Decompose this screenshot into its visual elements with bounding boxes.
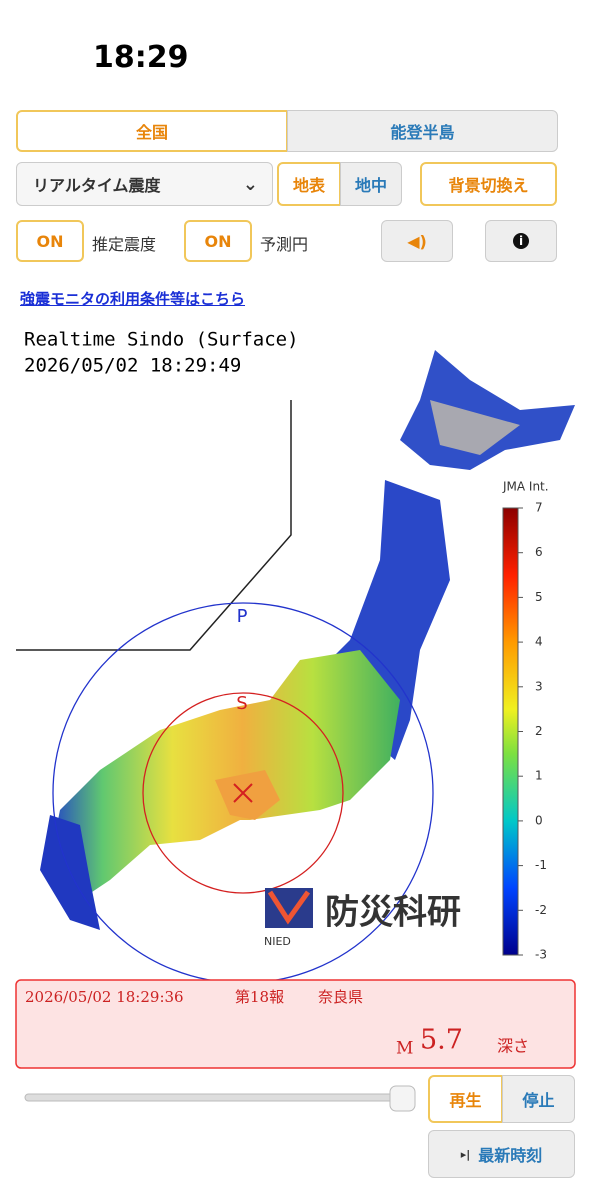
scale-tick-label: 5 [535, 590, 543, 604]
scale-tick-label: 0 [535, 813, 543, 827]
map-timestamp: 2026/05/02 18:29:49 [24, 355, 241, 377]
epicenter [233, 783, 253, 803]
tab[interactable]: 全国 [16, 110, 288, 152]
report-number: 第18報 [235, 988, 284, 1006]
tab[interactable]: 能登半島 [287, 110, 558, 152]
select[interactable]: リアルタイム震度 ⌄ [16, 162, 273, 206]
kyushu [40, 815, 100, 930]
play-button[interactable]: 再生 [428, 1075, 503, 1123]
scale-tick-label: -3 [535, 948, 547, 962]
toggle-label: 推定震度 [92, 235, 157, 254]
chevron: ⌄ [242, 173, 258, 195]
scale-tick-label: 2 [535, 724, 543, 738]
tohoku [300, 480, 450, 760]
honshu [50, 650, 400, 900]
latest-text: 最新時刻 [478, 1146, 543, 1165]
epicenter-area [215, 770, 280, 820]
p-label: P [237, 606, 248, 627]
logo-text: 防災科研 [325, 893, 461, 933]
terms-link[interactable]: 強震モニタの利用条件等はこちら [20, 290, 246, 308]
button[interactable]: 背景切換え [420, 162, 557, 206]
report-datetime: 2026/05/02 18:29:36 [25, 988, 184, 1006]
depth-label: 深さ [497, 1037, 529, 1056]
info-button[interactable]: i [485, 220, 557, 262]
toggle[interactable]: ON [16, 220, 84, 262]
logo-sub: NIED [264, 935, 291, 948]
scale-tick-label: 3 [535, 679, 543, 693]
scale-tick-label: 7 [535, 501, 543, 515]
select-text: リアルタイム震度 [33, 176, 161, 195]
color-scale [502, 507, 519, 956]
button[interactable]: 地中 [340, 162, 402, 206]
latest-button[interactable]: ▸| 最新時刻 [428, 1130, 575, 1178]
logo-mark [265, 888, 313, 928]
toggle-label: 予測円 [260, 235, 309, 254]
scale-tick-label: 6 [535, 545, 543, 559]
stop-button[interactable]: 停止 [502, 1075, 575, 1123]
scale-tick-label: 4 [535, 635, 543, 649]
s-label: S [236, 693, 247, 714]
logo-mark-accent [267, 890, 311, 925]
report-box [15, 979, 576, 1069]
slider-track [24, 1093, 411, 1102]
scale-tick-label: -1 [535, 858, 547, 872]
hokkaido [400, 350, 575, 470]
sound-button[interactable]: ◀) [381, 220, 453, 262]
status-time: 18:29 [93, 40, 189, 75]
magnitude: 5.7 [420, 1025, 463, 1056]
scale-label: JMA Int. [502, 480, 549, 494]
inset-border [16, 400, 292, 651]
hokkaido-inner [430, 400, 520, 455]
button[interactable]: 地表 [277, 162, 341, 206]
toggle[interactable]: ON [184, 220, 252, 262]
p-wave-circle [52, 602, 434, 984]
report-region: 奈良県 [318, 988, 363, 1006]
magnitude-prefix: M [396, 1039, 413, 1059]
slider-thumb [389, 1085, 416, 1112]
scale-tick-label: -2 [535, 903, 547, 917]
scale-ticks: 7 6 5 4 3 2 1 0 -1 -2 -3 [518, 501, 547, 962]
scale-tick-label: 1 [535, 769, 543, 783]
map-title: Realtime Sindo (Surface) [24, 329, 299, 351]
s-wave-circle [142, 692, 344, 894]
